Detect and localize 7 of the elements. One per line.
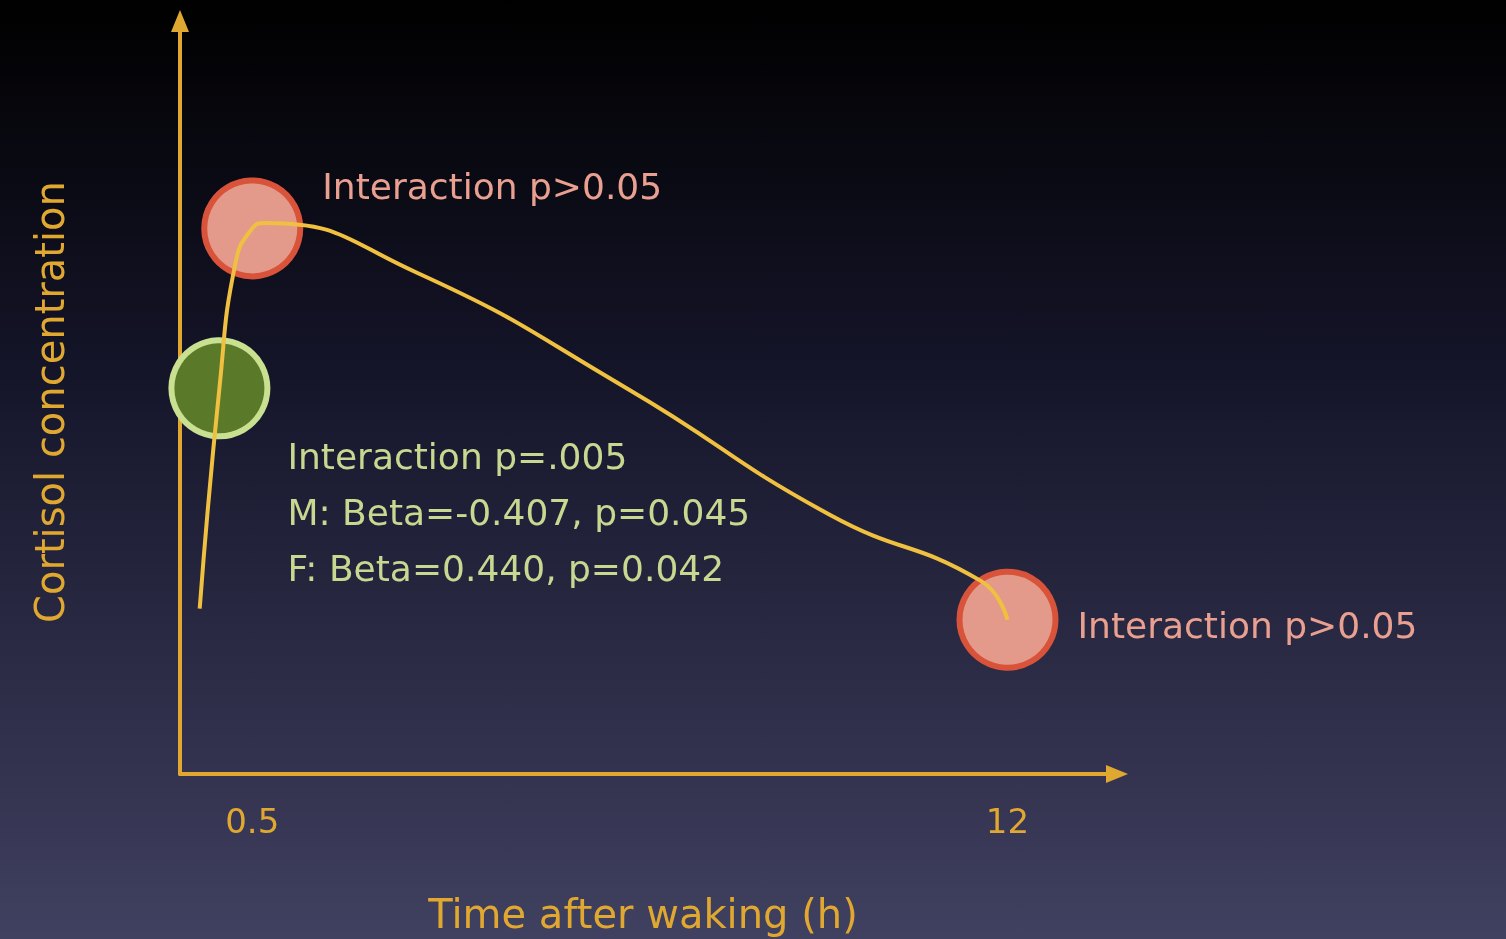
annotation: Interaction p>0.05 [322, 165, 663, 207]
y-axis-title: Cortisol concentration [27, 181, 73, 623]
x-axis-title: Time after waking (h) [427, 891, 858, 937]
x-tick-label: 0.5 [225, 801, 280, 841]
x-tick-label: 12 [985, 801, 1030, 841]
annotation: Interaction p>0.05 [1077, 605, 1418, 647]
annotation: Interaction p=.005 M: Beta=-0.407, p=0.045 F: Beta=0.440, p=0.042 [287, 435, 751, 589]
